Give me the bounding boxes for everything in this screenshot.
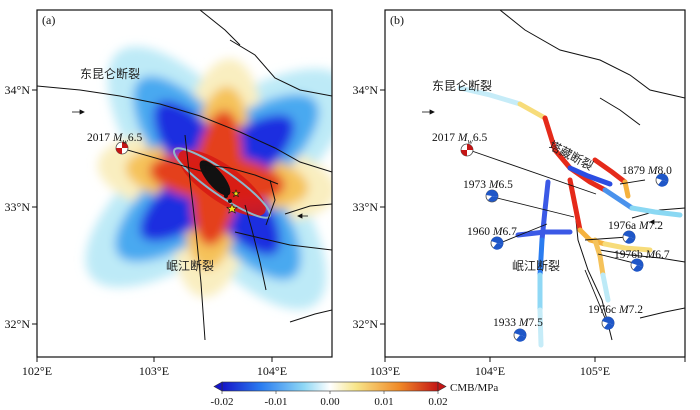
panel-b-label: (b) xyxy=(390,13,404,27)
focal-mechanism-1976c xyxy=(601,316,615,330)
colorbar-tick-1: -0.01 xyxy=(265,396,288,408)
lon-tick-labels-a: 102°E 103°E 104°E xyxy=(22,364,287,378)
panel-b-background xyxy=(385,10,685,357)
epicenter-stars xyxy=(226,189,241,214)
fault-label-east-kunlun-a: 东昆仑断裂 xyxy=(80,66,140,81)
lat-tick-a-1: 33°N xyxy=(5,200,31,214)
colorbar-tick-3: 0.01 xyxy=(374,396,393,408)
focal-mechanism-1879 xyxy=(655,173,669,187)
colorbar-tick-0: -0.02 xyxy=(211,396,234,408)
lat-tick-a-0: 34°N xyxy=(5,83,31,97)
lat-tick-labels-b: 34°N 33°N 32°N xyxy=(353,83,379,331)
stress-field-map xyxy=(37,10,332,341)
panel-b-frame xyxy=(384,9,686,358)
colorbar: -0.02 -0.01 0.00 0.01 0.02 CMB/MPa xyxy=(211,381,498,408)
panel-b: (b) 东昆仑断裂 塔藏断裂 岷江断裂 2017 Mw6.5 1879 M8.0… xyxy=(384,9,686,358)
event-label-2017-a: 2017 Mw6.5 xyxy=(87,132,142,146)
fault-label-east-kunlun-b: 东昆仑断裂 xyxy=(432,78,492,93)
panel-a-label: (a) xyxy=(42,13,55,27)
lat-tick-b-1: 33°N xyxy=(353,200,379,214)
panel-a: (a) 东昆仑断裂 岷江断裂 2017 Mw6.5 xyxy=(36,9,333,358)
event-label-1976a: 1976a M7.2 xyxy=(608,220,663,232)
focal-mechanism-1973 xyxy=(485,189,499,203)
lon-tick-a-0: 102°E xyxy=(22,364,52,378)
lon-tick-labels-b: 103°E 104°E 105°E xyxy=(370,364,610,378)
colorbar-tick-2: 0.00 xyxy=(320,396,340,408)
lon-tick-a-1: 103°E xyxy=(139,364,169,378)
focal-mechanism-2017-a xyxy=(115,141,129,155)
fault-label-minjiang-a: 岷江断裂 xyxy=(166,258,214,273)
lon-tick-b-0: 103°E xyxy=(370,364,400,378)
colorbar-min-arrow xyxy=(213,381,223,392)
focal-mechanism-1960 xyxy=(490,236,504,250)
lat-tick-b-0: 34°N xyxy=(353,83,379,97)
lat-tick-b-2: 32°N xyxy=(353,317,379,331)
lat-tick-labels-a: 34°N 33°N 32°N xyxy=(5,83,31,331)
event-connectors xyxy=(468,149,646,324)
focal-mechanism-1976b xyxy=(630,258,644,272)
event-label-1973: 1973 M6.5 xyxy=(463,179,513,191)
event-label-1879: 1879 M8.0 xyxy=(622,165,672,177)
colorbar-max-arrow xyxy=(437,381,447,392)
lon-tick-b-2: 105°E xyxy=(580,364,610,378)
event-label-1976c: 1976c M7.2 xyxy=(588,304,643,316)
focal-mechanism-1976a xyxy=(622,230,636,244)
focal-mechanism-2017-b xyxy=(460,143,474,157)
event-label-1933: 1933 M7.5 xyxy=(493,317,543,329)
colorbar-tick-4: 0.02 xyxy=(428,396,447,408)
lon-tick-b-1: 104°E xyxy=(475,364,505,378)
panel-a-frame xyxy=(36,9,333,358)
event-label-2017-b: 2017 Mw6.5 xyxy=(432,132,487,146)
event-label-1976b: 1976b M6.7 xyxy=(614,249,670,261)
event-label-1960: 1960 M6.7 xyxy=(467,226,517,238)
lat-tick-a-2: 32°N xyxy=(5,317,31,331)
colorbar-gradient xyxy=(221,381,439,392)
focal-mechanism-1933 xyxy=(513,328,527,342)
fault-lines-a xyxy=(37,10,332,341)
lon-tick-a-2: 104°E xyxy=(257,364,287,378)
colorbar-title: CMB/MPa xyxy=(450,382,498,394)
fault-label-minjiang-b: 岷江断裂 xyxy=(512,258,560,273)
aftershock-cloud xyxy=(199,160,232,203)
axis-ticks xyxy=(32,89,686,362)
